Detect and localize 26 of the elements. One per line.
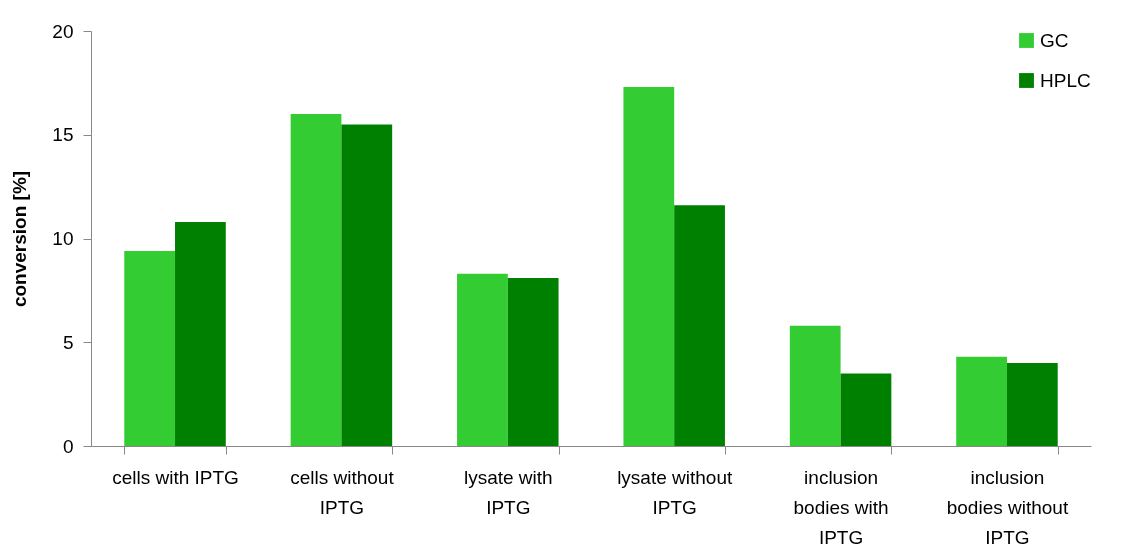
y-tick-label: 10: [52, 228, 74, 249]
x-tick-label: inclusion bodies with IPTG: [793, 466, 889, 548]
legend-label: GC: [1040, 29, 1069, 51]
bar: [507, 277, 559, 446]
legend-label: HPLC: [1040, 69, 1091, 91]
bar: [789, 325, 841, 446]
bar: [457, 273, 508, 446]
y-axis-title: conversion [%]: [9, 170, 31, 308]
bar: [1006, 363, 1058, 446]
bar: [956, 356, 1007, 446]
x-tick-label: cells with IPTG: [112, 466, 239, 488]
x-tick-label: lysate without IPTG: [617, 466, 733, 518]
y-tick-label: 0: [62, 435, 74, 457]
x-tick-label: lysate with IPTG: [463, 466, 553, 518]
bar: [674, 205, 725, 446]
x-tick-label: inclusion bodies without IPTG: [946, 466, 1069, 548]
y-tick-label: 20: [52, 20, 74, 42]
bar: [840, 373, 892, 446]
bar: [341, 124, 393, 446]
y-tick-label: 15: [52, 124, 74, 146]
bar: [175, 221, 226, 446]
bar: [623, 87, 675, 446]
x-tick-label: cells without IPTG: [290, 466, 395, 518]
y-tick-label: 5: [62, 331, 74, 353]
bar: [290, 114, 342, 446]
bar: [124, 250, 176, 446]
